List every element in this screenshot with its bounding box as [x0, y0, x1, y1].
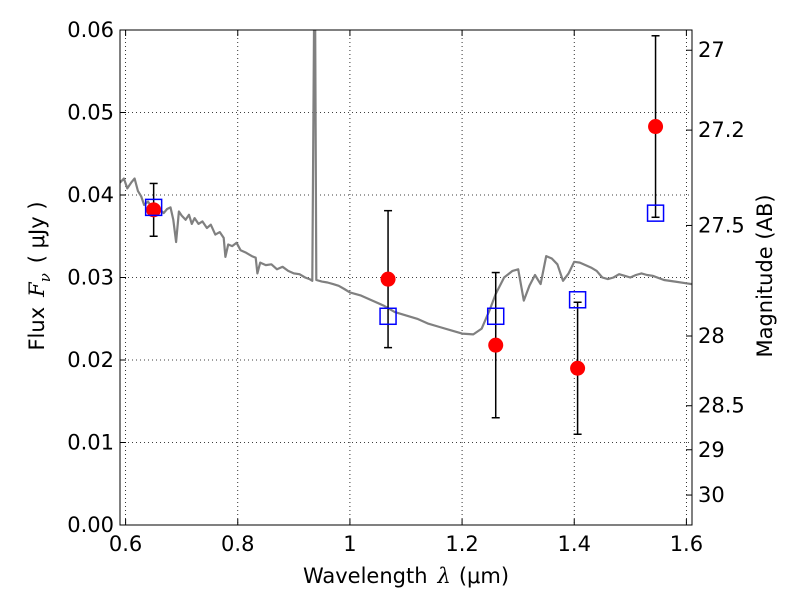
y2-axis-label: Magnitude (AB) [753, 194, 777, 357]
y2-tick-label: 28 [698, 324, 725, 348]
model-point [568, 291, 587, 309]
observed-point [648, 119, 664, 135]
x-tick-label: 1.2 [445, 532, 478, 556]
observed-point [380, 271, 396, 287]
x-tick-label: 0.6 [109, 532, 142, 556]
y-tick-label: 0.05 [67, 101, 114, 125]
y-axis-ticks: 0.00 0.01 0.02 0.03 0.04 0.05 0.06 [67, 18, 126, 537]
x-tick-label: 1.6 [670, 532, 703, 556]
y-tick-label: 0.04 [67, 183, 114, 207]
y2-tick-label: 30 [698, 483, 725, 507]
model-point [486, 307, 505, 326]
y2-tick-label: 27 [698, 38, 725, 62]
observed-point [570, 360, 586, 376]
x-axis-label: Wavelength λ (μm) [303, 564, 509, 588]
y-axis-label-unit: ( μJy ) [25, 201, 49, 263]
x-axis-label-symbol: λ [437, 564, 451, 588]
spectrum-path [120, 30, 692, 336]
observed-flux-points [146, 119, 664, 376]
error-bars [149, 35, 660, 435]
y2-axis-ticks: 27 27.2 27.5 28 28.5 29 30 [686, 38, 745, 507]
x-tick-label: 1.4 [558, 532, 591, 556]
x-tick-label: 1 [343, 532, 356, 556]
y-axis-label-symbol: F [25, 281, 49, 298]
y-axis-label: Flux Fν ( μJy ) [25, 201, 54, 350]
y2-tick-label: 29 [698, 438, 725, 462]
model-point [144, 198, 163, 217]
y-tick-label: 0.02 [67, 348, 114, 372]
y-tick-label: 0.06 [67, 18, 114, 42]
y-axis-label-subscript: ν [36, 273, 54, 282]
observed-point [488, 337, 504, 353]
y-tick-label: 0.01 [67, 431, 114, 455]
y2-tick-label: 27.2 [698, 118, 745, 142]
x-axis-ticks: 0.6 0.8 1 1.2 1.4 1.6 [109, 30, 703, 556]
y2-tick-label: 28.5 [698, 394, 745, 418]
model-point [646, 204, 665, 222]
model-flux-points [144, 198, 665, 326]
y-tick-label: 0.03 [67, 266, 114, 290]
y-axis-label-word: Flux [25, 307, 49, 351]
x-tick-label: 0.8 [221, 532, 254, 556]
x-axis-label-unit: (μm) [459, 564, 509, 588]
observed-point [146, 202, 162, 218]
model-point [379, 307, 397, 326]
y-tick-label: 0.00 [67, 513, 114, 537]
model-spectrum-line [120, 30, 692, 336]
y2-tick-label: 27.5 [698, 213, 745, 237]
x-axis-label-word: Wavelength [303, 564, 428, 588]
